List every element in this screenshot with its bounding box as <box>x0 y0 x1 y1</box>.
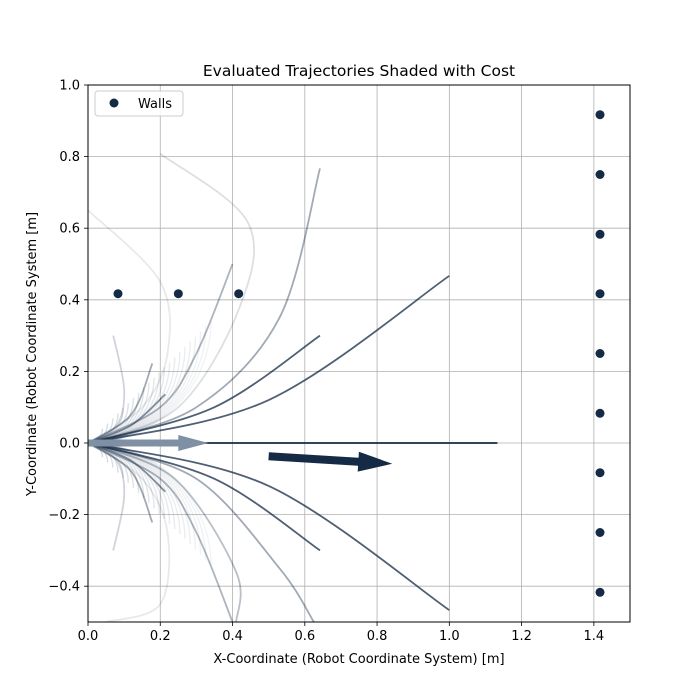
trajectory-line <box>88 442 321 552</box>
wall-point <box>595 349 605 358</box>
wall-point <box>595 229 605 239</box>
wall-point <box>595 110 605 120</box>
y-axis-label: Y-Coordinate (Robot Coordinate System [m… <box>25 212 40 497</box>
x-tick-label: 1.2 <box>511 629 532 644</box>
trajectory-line <box>88 442 242 622</box>
x-axis-label: X-Coordinate (Robot Coordinate System) [… <box>213 652 504 667</box>
wall-point <box>234 289 244 299</box>
y-tick-label: −0.4 <box>48 580 80 595</box>
trajectory-line <box>88 209 171 444</box>
legend-marker-walls <box>109 98 119 108</box>
x-tick-label: 0.4 <box>222 629 243 644</box>
wall-point <box>595 289 605 299</box>
trajectory-line <box>88 442 450 611</box>
trajectory-line <box>88 393 166 444</box>
arrows <box>88 435 393 472</box>
x-tick-label: 1.4 <box>584 629 605 644</box>
start-orientation-arrow <box>88 435 209 451</box>
wall-point <box>595 468 605 478</box>
y-tick-label: 0.8 <box>59 150 80 165</box>
best-trajectory-arrow <box>268 451 393 472</box>
chart-title: Evaluated Trajectories Shaded with Cost <box>203 62 515 80</box>
wall-point <box>113 289 123 299</box>
plot-frame <box>87 84 631 623</box>
wall-point <box>595 170 605 179</box>
trajectory-line <box>88 442 171 622</box>
y-tick-label: 0.4 <box>59 293 80 308</box>
wall-point <box>595 528 605 537</box>
y-tick-label: 0.6 <box>59 222 80 237</box>
x-tick-label: 1.0 <box>439 629 460 644</box>
trajectory-line <box>88 363 154 444</box>
walls <box>113 110 605 597</box>
trajectory-line <box>88 442 166 493</box>
trajectory-line <box>88 275 450 444</box>
y-tick-label: 0.2 <box>59 365 80 380</box>
legend: Walls <box>94 90 184 117</box>
wall-point <box>595 587 605 597</box>
y-tick-label: 1.0 <box>59 79 80 94</box>
x-tick-label: 0.8 <box>367 629 388 644</box>
x-tick-label: 0.2 <box>150 629 171 644</box>
wall-point <box>595 408 605 418</box>
trajectory-line <box>88 442 315 622</box>
legend-label-walls: Walls <box>138 97 172 112</box>
trajectory-line <box>88 263 234 444</box>
y-tick-label: −0.2 <box>48 508 80 523</box>
trajectory-line <box>88 153 255 444</box>
trajectory-line <box>88 442 234 622</box>
trajectory-line <box>88 335 126 444</box>
trajectory-line <box>88 168 321 444</box>
ticks: 0.0 0.2 0.4 0.6 0.8 1.0 1.2 1.4 −0.4 −0.2 0.0 0.2 0.… <box>48 79 604 645</box>
trajectory-line <box>88 442 126 551</box>
x-tick-label: 0.6 <box>294 629 315 644</box>
wall-point <box>173 289 183 299</box>
trajectory-line <box>88 334 321 444</box>
x-tick-label: 0.0 <box>78 629 99 644</box>
trajectory-line <box>88 442 154 523</box>
y-tick-label: 0.0 <box>59 437 80 452</box>
legend-box <box>94 90 184 117</box>
